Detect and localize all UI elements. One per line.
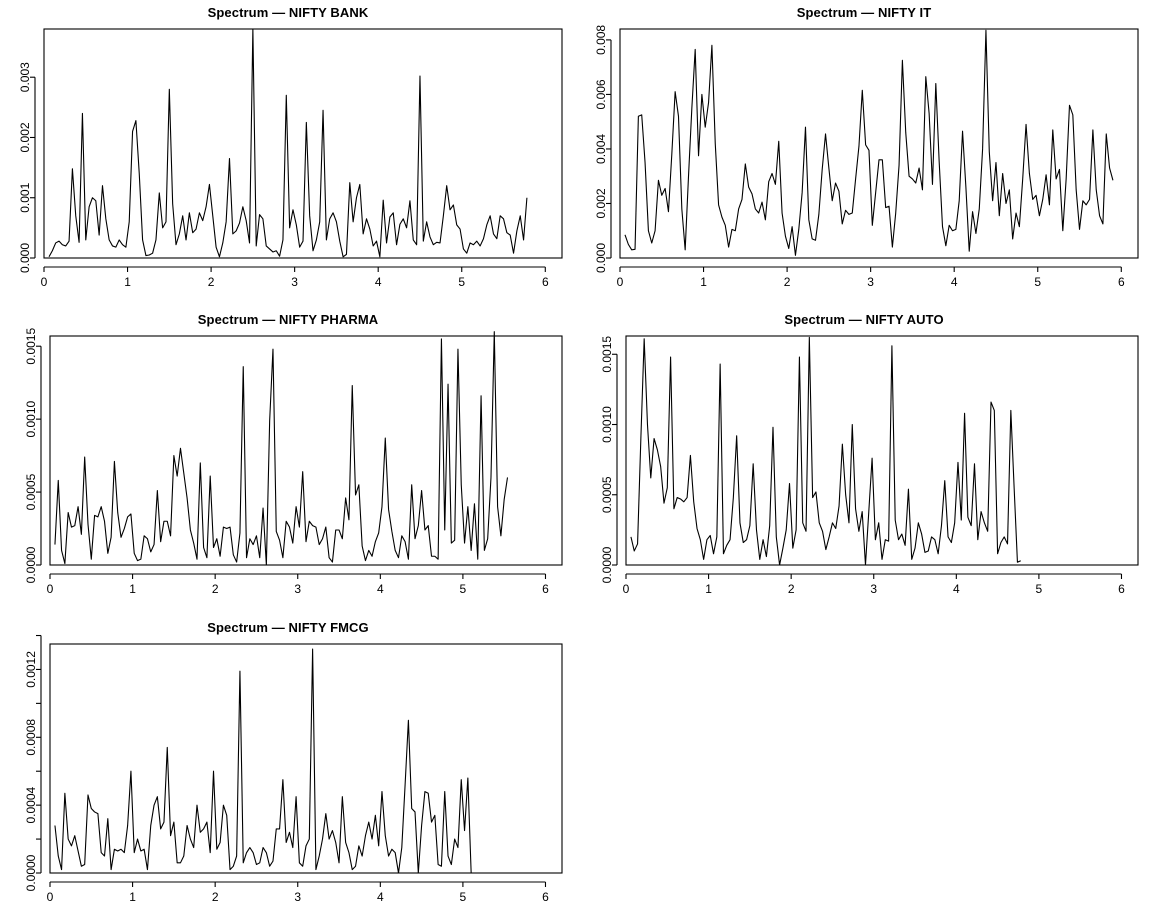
x-tick-label: 0 (47, 582, 54, 596)
x-tick-label: 2 (208, 275, 215, 289)
x-tick-label: 5 (460, 582, 467, 596)
x-tick-label: 6 (542, 890, 549, 904)
spectrum-line (54, 331, 509, 566)
plot-nifty-auto: 0 1 2 3 4 5 6 0.0000 0.0005 0.0010 0.0015 (600, 335, 1139, 596)
y-tick-label: 0.002 (18, 122, 32, 152)
x-tick-label: 1 (129, 890, 136, 904)
y-tick-label: 0.0000 (600, 546, 614, 583)
x-tick-label: 1 (705, 582, 712, 596)
y-tick-label: 0.000 (594, 243, 608, 273)
y-tick-label: 0.0005 (24, 473, 38, 510)
x-tick-label: 2 (788, 582, 795, 596)
panel-title-nifty-pharma: Spectrum — NIFTY PHARMA (197, 312, 379, 327)
x-tick-label: 5 (460, 890, 467, 904)
x-tick-label: 4 (953, 582, 960, 596)
plot-frame (619, 28, 1139, 259)
x-tick-label: 2 (784, 275, 791, 289)
x-tick-label: 6 (1118, 275, 1125, 289)
plot-frame (49, 643, 563, 874)
y-tick-label: 0.001 (18, 182, 32, 212)
y-tick-label: 0.0008 (24, 719, 38, 756)
x-tick-label: 6 (1118, 582, 1125, 596)
x-tick-label: 0 (47, 890, 54, 904)
x-tick-label: 5 (1036, 582, 1043, 596)
x-tick-label: 2 (212, 890, 219, 904)
y-tick-label: 0.0000 (24, 546, 38, 583)
plot-frame (43, 28, 563, 259)
y-tick-label: 0.0004 (24, 786, 38, 823)
y-tick-label: 0.0010 (600, 406, 614, 443)
panel-title-nifty-fmcg: Spectrum — NIFTY FMCG (207, 620, 369, 635)
x-tick-label: 6 (542, 275, 549, 289)
y-tick-label: 0.004 (594, 134, 608, 164)
y-tick-label: 0.0005 (600, 476, 614, 513)
y-tick-label: 0.0012 (24, 651, 38, 688)
plot-frame (49, 335, 563, 566)
x-tick-label: 4 (377, 582, 384, 596)
y-tick-label: 0.0015 (600, 336, 614, 373)
x-tick-label: 4 (375, 275, 382, 289)
plot-frame (625, 335, 1139, 566)
x-tick-label: 4 (951, 275, 958, 289)
x-tick-label: 6 (542, 582, 549, 596)
panel-title-nifty-bank: Spectrum — NIFTY BANK (207, 5, 369, 20)
y-tick-label: 0.003 (18, 62, 32, 92)
y-tick-label: 0.008 (594, 25, 608, 55)
y-tick-label: 0.0010 (24, 400, 38, 437)
x-tick-label: 1 (700, 275, 707, 289)
y-tick-label: 0.0000 (24, 854, 38, 891)
plot-nifty-it: 0 1 2 3 4 5 6 0.000 0.002 0.004 0.006 0.008 (594, 25, 1139, 289)
panel-title-nifty-it: Spectrum — NIFTY IT (796, 5, 932, 20)
x-tick-label: 5 (1034, 275, 1041, 289)
spectrum-line (54, 648, 472, 874)
panel-title-nifty-auto: Spectrum — NIFTY AUTO (784, 312, 944, 327)
spectrum-line (630, 336, 1021, 566)
x-tick-label: 3 (294, 890, 301, 904)
x-tick-label: 3 (291, 275, 298, 289)
x-tick-label: 0 (41, 275, 48, 289)
x-tick-label: 0 (623, 582, 630, 596)
x-tick-label: 5 (458, 275, 465, 289)
x-tick-label: 2 (212, 582, 219, 596)
empty-panel-slot (576, 615, 1152, 920)
x-tick-label: 1 (124, 275, 131, 289)
spectrum-line (624, 29, 1114, 256)
plot-nifty-fmcg: 0 1 2 3 4 5 6 0.0000 0.0004 0.0008 0.0012 (24, 634, 563, 904)
plot-nifty-bank: 0 1 2 3 4 5 6 0.000 0.001 0.002 0.003 (18, 28, 563, 289)
x-tick-label: 3 (294, 582, 301, 596)
x-tick-label: 4 (377, 890, 384, 904)
spectrum-line (48, 28, 528, 258)
y-tick-label: 0.000 (18, 243, 32, 273)
x-tick-label: 1 (129, 582, 136, 596)
plot-nifty-pharma: 0 1 2 3 4 5 6 0.0000 0.0005 0.0010 0.0015 (24, 328, 563, 596)
y-tick-label: 0.006 (594, 79, 608, 109)
x-tick-label: 3 (867, 275, 874, 289)
x-tick-label: 0 (617, 275, 624, 289)
y-tick-label: 0.002 (594, 188, 608, 218)
x-tick-label: 3 (870, 582, 877, 596)
y-tick-label: 0.0015 (24, 328, 38, 365)
